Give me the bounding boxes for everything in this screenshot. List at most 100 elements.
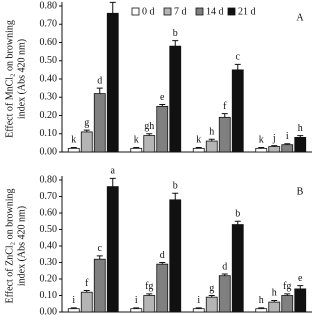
y-tick-label: 0.70 [40, 191, 58, 202]
y-tick-label: 0.20 [40, 110, 58, 121]
y-axis-label: index (Abs 420 nm) [16, 39, 27, 119]
error-bar [234, 63, 241, 70]
bar [130, 147, 143, 153]
significance-label: b [235, 209, 240, 220]
significance-label: fg [145, 281, 153, 292]
bar [93, 93, 106, 153]
legend-swatch [163, 7, 172, 16]
legend-label: 21 d [238, 6, 256, 17]
y-tick-label: 0.50 [40, 224, 58, 235]
legend-swatch [195, 7, 204, 16]
legend-label: 7 d [174, 6, 187, 17]
bar [205, 296, 218, 313]
significance-label: c [236, 52, 241, 63]
error-bar [133, 146, 140, 149]
y-tick-label: 0.50 [40, 55, 58, 66]
panel-label: B [297, 186, 304, 197]
error-bar [271, 145, 278, 147]
significance-label: i [197, 295, 200, 306]
significance-label: g [209, 283, 214, 294]
significance-label: fg [283, 281, 291, 292]
error-bar [234, 220, 241, 225]
y-tick-label: 0.30 [40, 257, 58, 268]
significance-label: f [223, 101, 227, 112]
y-tick-label: 0.40 [40, 240, 58, 251]
bar [268, 146, 281, 153]
y-tick-label: 0.40 [40, 73, 58, 84]
legend-swatch [227, 7, 236, 16]
y-tick-label: 0.10 [40, 290, 58, 301]
significance-label: i [135, 295, 138, 306]
significance-label: h [272, 288, 277, 299]
significance-label: gh [144, 121, 154, 132]
error-bar [159, 104, 166, 107]
y-axis-label: index (Abs 420 nm) [16, 206, 27, 286]
error-bar [297, 135, 304, 138]
legend-label: 14 d [206, 6, 224, 17]
error-bar [83, 290, 90, 293]
bar [218, 275, 231, 313]
bar [143, 295, 156, 313]
error-bar [195, 307, 202, 309]
significance-label: b [173, 28, 178, 39]
error-bar [133, 307, 140, 309]
y-tick-label: 0.60 [40, 207, 58, 218]
bar [130, 308, 143, 313]
significance-label: f [85, 278, 89, 289]
error-bar [96, 87, 103, 94]
bar [281, 295, 294, 313]
error-bar [83, 129, 90, 132]
error-bar [208, 138, 215, 142]
significance-label: a [111, 166, 116, 177]
error-bar [70, 146, 77, 149]
significance-label: j [272, 133, 276, 144]
error-bar [172, 192, 179, 200]
error-bar [96, 255, 103, 260]
bar [294, 136, 307, 153]
y-tick-label: 0.20 [40, 273, 58, 284]
significance-label: e [160, 92, 165, 103]
bar [93, 258, 106, 313]
error-bar [284, 143, 291, 145]
error-bar [221, 273, 228, 276]
error-bar [271, 299, 278, 303]
significance-label: c [98, 243, 103, 254]
bar [169, 199, 182, 313]
significance-label: b [173, 180, 178, 191]
bar [205, 140, 218, 153]
error-bar [159, 262, 166, 265]
error-bar [172, 40, 179, 47]
significance-label: h [298, 123, 303, 134]
bar [156, 263, 169, 313]
bar [255, 147, 268, 153]
error-bar [284, 293, 291, 296]
bar [231, 69, 244, 153]
error-bar [208, 295, 215, 298]
error-bar [258, 307, 265, 309]
legend-swatch [131, 7, 140, 16]
bar [106, 186, 119, 313]
error-bar [70, 307, 77, 309]
y-tick-label: 0.00 [40, 146, 58, 157]
y-tick-label: 0.30 [40, 92, 58, 103]
significance-label: k [196, 135, 201, 146]
bar [268, 301, 281, 313]
error-bar [109, 177, 116, 187]
significance-label: d [160, 250, 165, 261]
error-bar [109, 1, 116, 14]
bar [169, 45, 182, 153]
error-bar [146, 133, 153, 136]
significance-label: d [97, 75, 102, 86]
y-tick-label: 0.60 [40, 37, 58, 48]
bar [255, 308, 268, 313]
y-tick-label: 0.80 [40, 174, 58, 185]
significance-label: i [72, 295, 75, 306]
error-bar [221, 113, 228, 118]
bar [143, 135, 156, 153]
bar [80, 291, 93, 313]
bar [192, 308, 205, 313]
significance-label: k [71, 135, 76, 146]
panel-label: A [296, 12, 304, 23]
